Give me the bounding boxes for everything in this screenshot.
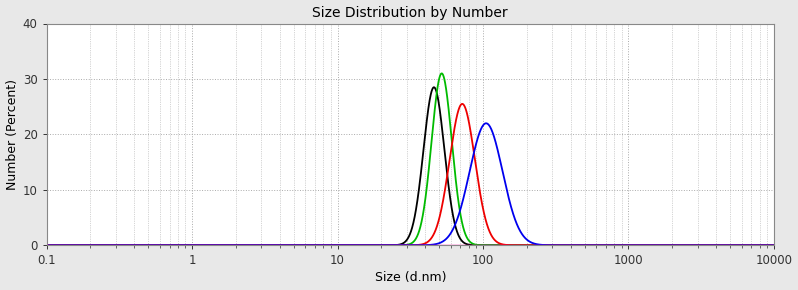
- Title: Size Distribution by Number: Size Distribution by Number: [313, 6, 508, 19]
- X-axis label: Size (d.nm): Size (d.nm): [374, 271, 446, 284]
- Y-axis label: Number (Percent): Number (Percent): [6, 79, 18, 190]
